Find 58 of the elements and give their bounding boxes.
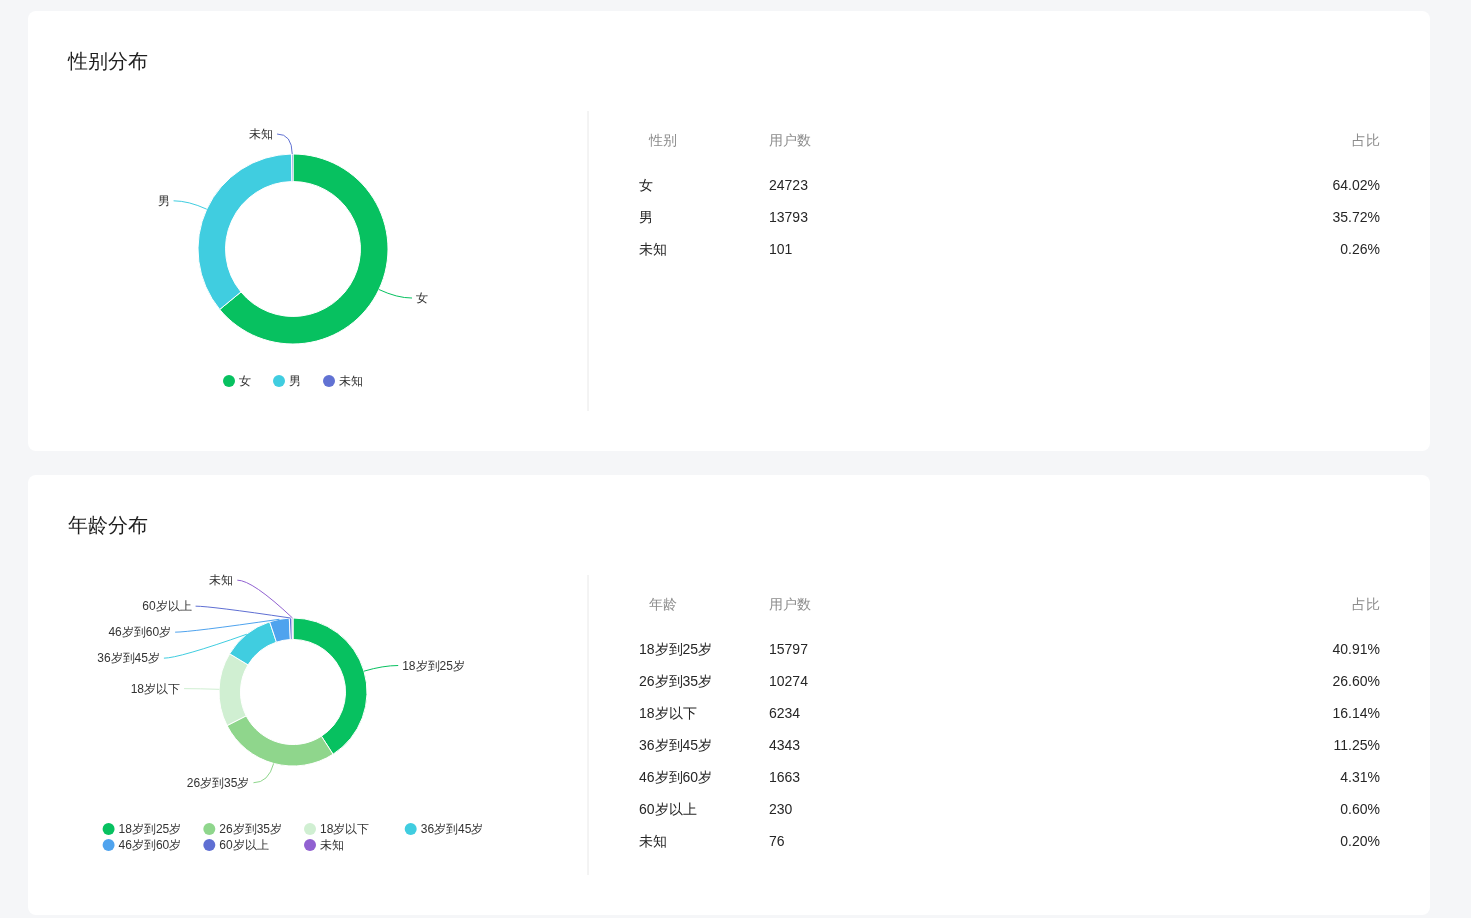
table-share: 26.60% <box>1332 673 1380 689</box>
slice-label: 46岁到60岁 <box>108 625 172 640</box>
table-count: 24723 <box>769 177 808 193</box>
table-category: 36岁到45岁 <box>639 737 713 753</box>
legend-label: 未知 <box>320 838 344 852</box>
slice-label: 18岁到25岁 <box>402 658 465 673</box>
legend-label: 60岁以上 <box>219 838 269 852</box>
title: 性别分布 <box>68 50 148 72</box>
table-category: 未知 <box>639 241 667 257</box>
table-share: 35.72% <box>1332 209 1380 225</box>
table-count: 13793 <box>769 209 808 225</box>
slice-label: 未知 <box>249 127 274 141</box>
table-category: 46岁到60岁 <box>639 769 713 785</box>
slice-label: 60岁以上 <box>142 599 192 614</box>
slice-label: 18岁以下 <box>130 681 181 696</box>
table-count: 10274 <box>769 673 808 689</box>
table-category: 60岁以上 <box>639 801 697 817</box>
slice-label: 女 <box>416 291 428 306</box>
table-category: 女 <box>639 177 653 193</box>
slice-label: 未知 <box>209 573 234 588</box>
table-count: 76 <box>769 833 785 849</box>
slice-label: 26岁到35岁 <box>186 775 250 790</box>
slice-label: 36岁到45岁 <box>97 651 160 666</box>
table-share: 40.91% <box>1332 641 1380 657</box>
table-header: 年龄 <box>649 596 677 612</box>
legend-label: 18岁以下 <box>320 822 370 836</box>
table-count: 230 <box>769 801 793 817</box>
table-header: 性别 <box>649 132 677 148</box>
legend-label: 26岁到35岁 <box>219 822 282 836</box>
table-category: 18岁到25岁 <box>639 641 713 657</box>
table-share: 16.14% <box>1332 705 1380 721</box>
table-share: 11.25% <box>1333 737 1380 753</box>
table-share: 0.26% <box>1340 241 1380 257</box>
table-share: 64.02% <box>1332 177 1380 193</box>
slice-label: 男 <box>157 193 170 208</box>
table-share: 4.31% <box>1340 769 1380 785</box>
table-share: 0.20% <box>1340 833 1380 849</box>
legend-label: 18岁到25岁 <box>118 822 182 836</box>
table-count: 15797 <box>769 641 808 657</box>
table-category: 26岁到35岁 <box>639 673 713 689</box>
table-category: 未知 <box>639 833 667 849</box>
table-header: 占比 <box>1352 596 1380 612</box>
table-count: 6234 <box>769 705 801 721</box>
table-category: 男 <box>639 209 653 225</box>
table-header: 占比 <box>1352 132 1380 148</box>
legend-label: 女 <box>239 374 251 388</box>
legend-label: 36岁到45岁 <box>420 822 484 836</box>
table-header: 用户数 <box>769 596 811 612</box>
title: 年龄分布 <box>68 514 148 536</box>
legend-label: 男 <box>289 374 301 388</box>
legend-label: 未知 <box>339 374 363 388</box>
table-count: 1663 <box>769 769 801 785</box>
table-count: 101 <box>769 241 793 257</box>
table-count: 4343 <box>769 737 801 753</box>
table-header: 用户数 <box>769 132 811 148</box>
table-category: 18岁以下 <box>639 705 697 721</box>
table-share: 0.60% <box>1340 801 1380 817</box>
legend-label: 46岁到60岁 <box>118 838 182 852</box>
